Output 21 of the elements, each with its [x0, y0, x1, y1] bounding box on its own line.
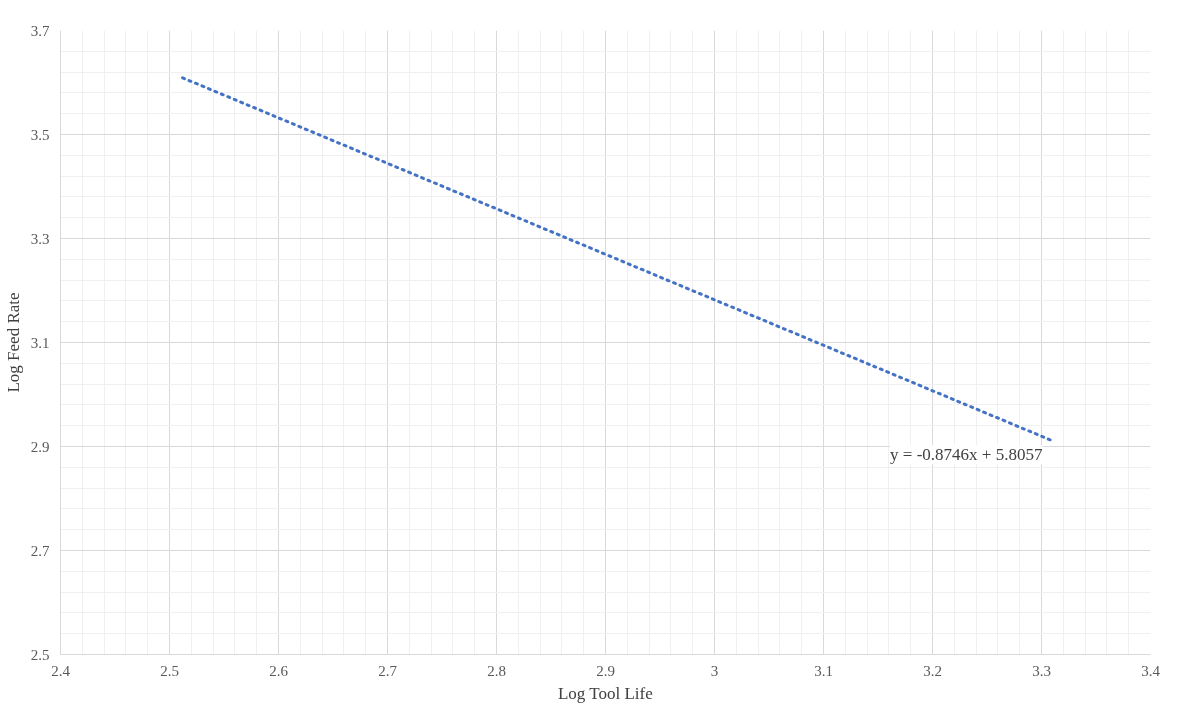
x-tick-label: 3.4: [1141, 662, 1161, 679]
y-tick-label: 3.7: [30, 22, 50, 39]
x-tick-label: 2.7: [378, 662, 398, 679]
x-tick-label: 2.8: [487, 662, 506, 679]
y-tick-label: 2.7: [30, 542, 50, 559]
x-tick-label: 3: [710, 662, 719, 679]
y-tick-label: 3.1: [30, 334, 50, 351]
annotation: y = -0.8746x + 5.8057: [890, 445, 1043, 465]
x-tick-label: 2.9: [596, 662, 615, 679]
x-tick-label: 2.4: [51, 662, 71, 679]
x-tick-label: 2.5: [160, 662, 179, 679]
x-axis-title: Log Tool Life: [557, 683, 653, 703]
y-axis-title: Log Feed Rate: [3, 292, 23, 393]
x-tick-label: 3.3: [1032, 662, 1051, 679]
x-tick-label: 3.1: [814, 662, 833, 679]
y-tick-label: 3.5: [30, 126, 50, 143]
y-tick-label: 3.3: [30, 230, 50, 247]
x-tick-label: 3.2: [923, 662, 942, 679]
y-tick-label: 2.5: [30, 646, 50, 663]
y-tick-label: 2.9: [30, 438, 50, 455]
x-tick-label: 2.6: [269, 662, 289, 679]
